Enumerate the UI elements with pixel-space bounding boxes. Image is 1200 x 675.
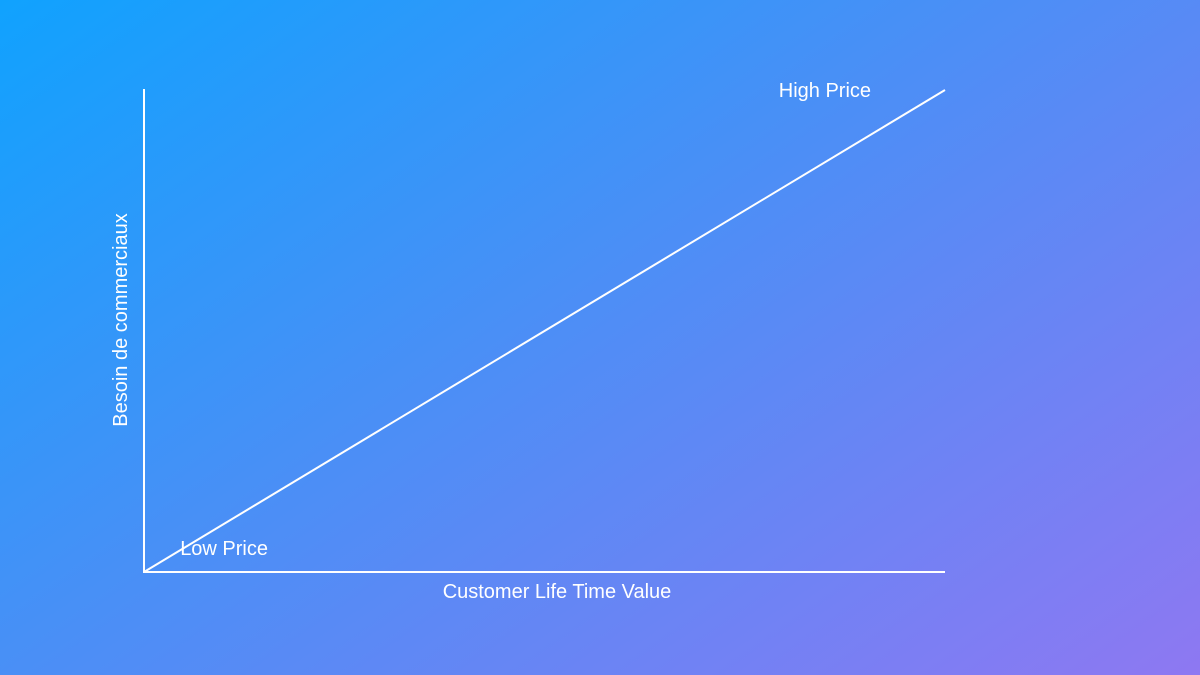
annotation-label-0: Low Price bbox=[180, 538, 268, 560]
y-axis-label: Besoin de commerciaux bbox=[110, 213, 132, 426]
series-layer bbox=[143, 89, 946, 573]
annotation-label-1: High Price bbox=[779, 80, 871, 102]
series-line-0 bbox=[143, 89, 946, 573]
annotation-layer: Low Price High Price bbox=[180, 80, 871, 560]
x-axis-label: Customer Life Time Value bbox=[443, 581, 672, 603]
